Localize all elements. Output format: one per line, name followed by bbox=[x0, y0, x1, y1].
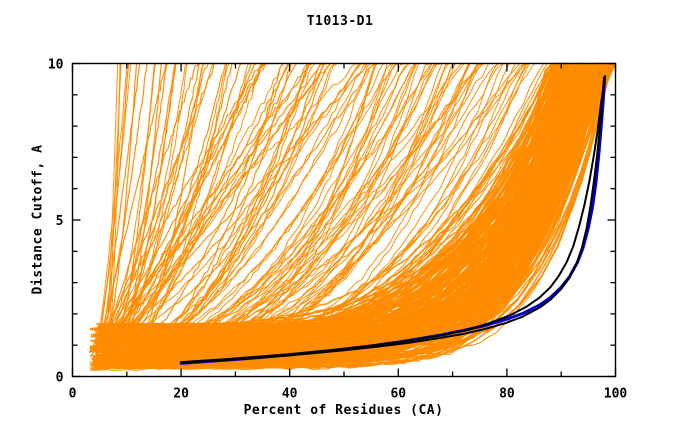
highlight-curves bbox=[179, 75, 607, 365]
y-tick-label: 10 bbox=[48, 58, 64, 73]
x-tick-label: 20 bbox=[173, 387, 189, 402]
x-tick-label: 0 bbox=[69, 387, 77, 402]
x-tick-label: 40 bbox=[282, 387, 298, 402]
y-tick-label: 5 bbox=[56, 214, 64, 229]
axes-frame bbox=[71, 62, 617, 378]
x-tick-label: 60 bbox=[390, 387, 406, 402]
tick-labels: 0 20 40 60 80 100 0 5 10 bbox=[48, 58, 628, 402]
x-axis-label: Percent of Residues (CA) bbox=[243, 403, 444, 418]
page-title: T1013-D1 bbox=[306, 14, 374, 29]
x-tick-label: 100 bbox=[604, 387, 628, 402]
y-tick-label: 0 bbox=[56, 371, 64, 386]
ensemble-curves bbox=[88, 62, 617, 372]
x-tick-label: 80 bbox=[499, 387, 515, 402]
